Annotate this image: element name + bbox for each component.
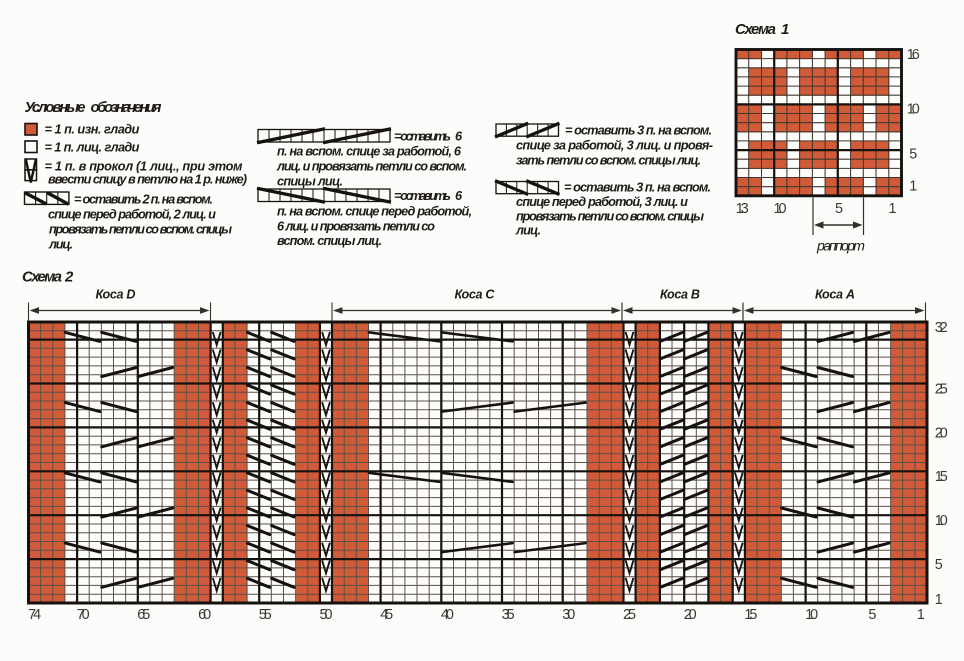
svg-text:лиц.: лиц. bbox=[515, 223, 541, 238]
svg-text:15: 15 bbox=[744, 607, 757, 623]
svg-text:6: 6 bbox=[455, 188, 463, 203]
svg-text:60: 60 bbox=[198, 607, 211, 623]
svg-text:10: 10 bbox=[805, 607, 818, 623]
svg-text:1: 1 bbox=[888, 201, 896, 217]
svg-text:п. на вспом. спице перед работ: п. на вспом. спице перед работой, bbox=[277, 204, 472, 219]
svg-text:= 1 п. лиц. глади: = 1 п. лиц. глади bbox=[45, 140, 140, 155]
svg-text:Коса D: Коса D bbox=[96, 288, 136, 302]
svg-text:10: 10 bbox=[774, 201, 787, 217]
svg-text:провязать петли со вспом. спиц: провязать петли со вспом. спицы bbox=[49, 222, 232, 237]
svg-text:Коса B: Коса B bbox=[660, 288, 700, 302]
svg-text:лиц. и провязать петли со вспо: лиц. и провязать петли со вспом. bbox=[276, 159, 467, 174]
svg-text:5: 5 bbox=[868, 607, 876, 623]
svg-text:10: 10 bbox=[907, 102, 920, 118]
svg-text:16: 16 bbox=[907, 47, 920, 63]
svg-text:= оставить: = оставить bbox=[394, 188, 451, 203]
svg-text:Схема: Схема bbox=[735, 21, 776, 38]
svg-text:74: 74 bbox=[28, 607, 41, 623]
svg-text:спице перед работой, 3 лиц. и: спице перед работой, 3 лиц. и bbox=[516, 194, 688, 209]
svg-text:32: 32 bbox=[935, 320, 948, 336]
svg-text:обозначения: обозначения bbox=[91, 99, 162, 116]
svg-text:25: 25 bbox=[623, 607, 636, 623]
svg-text:= 1 п. изн. глади: = 1 п. изн. глади bbox=[45, 122, 140, 137]
svg-text:10: 10 bbox=[935, 513, 948, 529]
svg-text:2: 2 bbox=[64, 269, 74, 286]
svg-text:5: 5 bbox=[909, 147, 917, 163]
svg-text:50: 50 bbox=[320, 607, 333, 623]
svg-text:40: 40 bbox=[441, 607, 454, 623]
svg-text:1: 1 bbox=[917, 607, 925, 623]
svg-text:5: 5 bbox=[935, 557, 943, 573]
svg-text:65: 65 bbox=[137, 607, 150, 623]
svg-text:спице за работой, 3 лиц. и про: спице за работой, 3 лиц. и провя- bbox=[516, 138, 713, 153]
svg-text:зать петли со вспом. спицы лиц: зать петли со вспом. спицы лиц. bbox=[516, 153, 701, 168]
svg-text:лиц.: лиц. bbox=[48, 237, 73, 252]
svg-text:Схема: Схема bbox=[22, 269, 62, 286]
svg-text:20: 20 bbox=[935, 425, 948, 441]
svg-text:13: 13 bbox=[736, 201, 749, 217]
svg-text:1: 1 bbox=[935, 592, 943, 608]
svg-text:30: 30 bbox=[562, 607, 575, 623]
svg-text:п. на вспом. спице за работой,: п. на вспом. спице за работой, 6 bbox=[277, 144, 462, 159]
svg-text:раппорт: раппорт bbox=[816, 239, 865, 255]
svg-text:Коса A: Коса A bbox=[815, 288, 855, 302]
svg-text:= оставить 3 п. на вспом.: = оставить 3 п. на вспом. bbox=[564, 180, 711, 195]
svg-text:ввести спицу в петлю на 1 р. н: ввести спицу в петлю на 1 р. ниже) bbox=[48, 172, 247, 187]
svg-text:6 лиц. и провязать петли со: 6 лиц. и провязать петли со bbox=[277, 219, 435, 234]
svg-text:5: 5 bbox=[835, 201, 843, 217]
svg-text:6: 6 bbox=[455, 129, 463, 144]
svg-text:вспом. спицы лиц.: вспом. спицы лиц. bbox=[277, 233, 382, 248]
svg-text:= 1 п. в прокол (1 лиц., при э: = 1 п. в прокол (1 лиц., при этом bbox=[45, 159, 244, 174]
svg-text:20: 20 bbox=[684, 607, 697, 623]
svg-text:1: 1 bbox=[781, 21, 789, 38]
svg-text:35: 35 bbox=[502, 607, 515, 623]
svg-text:= оставить 2 п. на вспом.: = оставить 2 п. на вспом. bbox=[74, 192, 213, 207]
svg-text:= оставить 3 п. на вспом.: = оставить 3 п. на вспом. bbox=[565, 123, 712, 138]
svg-text:провязать петли со вспом. спиц: провязать петли со вспом. спицы bbox=[516, 209, 704, 224]
svg-text:Условные: Условные bbox=[25, 99, 86, 116]
svg-text:15: 15 bbox=[935, 469, 948, 485]
svg-text:25: 25 bbox=[935, 381, 948, 397]
svg-text:= оставить: = оставить bbox=[394, 129, 451, 144]
svg-text:Коса C: Коса C bbox=[455, 288, 496, 302]
svg-text:1: 1 bbox=[909, 179, 917, 195]
svg-text:45: 45 bbox=[380, 607, 393, 623]
svg-text:спицы лиц.: спицы лиц. bbox=[277, 174, 343, 189]
svg-text:70: 70 bbox=[77, 607, 90, 623]
svg-text:спице перед работой, 2 лиц. и: спице перед работой, 2 лиц. и bbox=[48, 207, 216, 222]
svg-text:55: 55 bbox=[259, 607, 272, 623]
